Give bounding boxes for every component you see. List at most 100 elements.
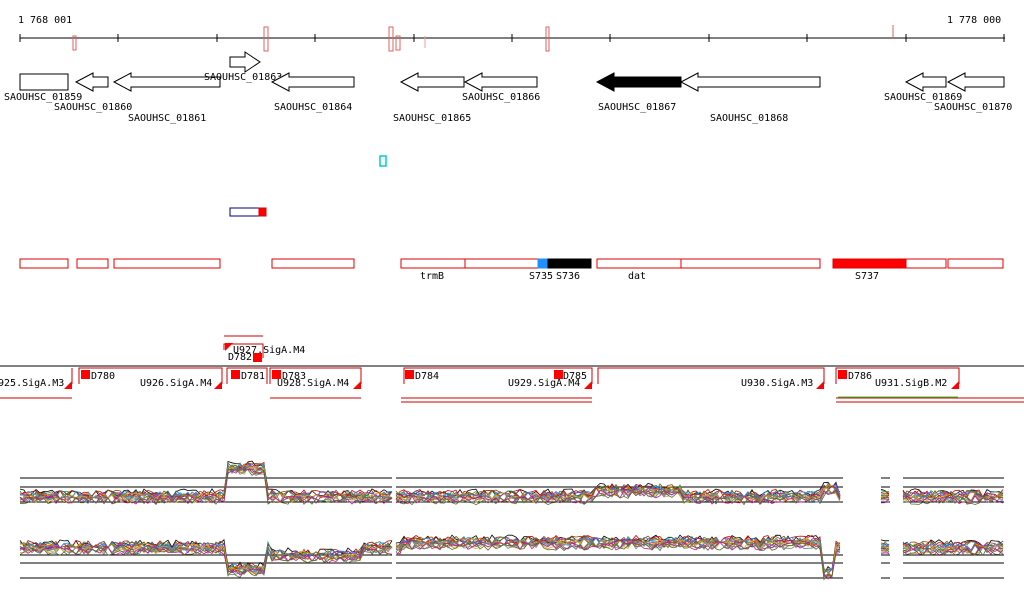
tu-label-U928: U928.SigA.M4: [277, 378, 349, 389]
expression-profile-line: [19, 544, 393, 576]
gene-SAOUHSC_01861[interactable]: SAOUHSC_01861: [112, 72, 221, 124]
expression-profile-line: [19, 468, 393, 506]
gene-label: SAOUHSC_01860: [54, 102, 132, 113]
gene-label: SAOUHSC_01865: [393, 113, 471, 124]
expression-reference-lines: [20, 554, 1004, 579]
expression-profile-line: [880, 494, 890, 500]
gene-arrow[interactable]: [904, 72, 947, 92]
segment-track: trmB S735 S736 dat S737: [19, 258, 1004, 282]
expression-profile-line: [19, 546, 393, 576]
expression-profile-line: [19, 464, 393, 501]
tu-label-U927: U927.SigA.M4: [233, 345, 305, 356]
expression-profiles-lower: [19, 534, 1004, 581]
small-feature-box[interactable]: [229, 207, 267, 217]
expression-profile-line: [902, 493, 1004, 502]
expression-profile-line: [395, 487, 841, 504]
ruler-ticks: [19, 34, 1005, 42]
small-feature-outline[interactable]: [229, 207, 260, 217]
tu-label-U926: U926.SigA.M4: [140, 378, 212, 389]
gene-label: SAOUHSC_01866: [462, 92, 540, 103]
expression-track-lower: [19, 534, 1004, 581]
tu-label-U931: U931.SigB.M2: [875, 378, 947, 389]
segment-S737[interactable]: [832, 258, 907, 269]
tu-label-D782: D782: [228, 352, 252, 363]
gene-SAOUHSC_01870[interactable]: SAOUHSC_01870: [934, 72, 1012, 113]
gene-arrow[interactable]: [229, 51, 261, 73]
tu-red-markers[interactable]: [64, 343, 959, 389]
expression-profile-line: [902, 489, 1004, 498]
expression-profile-line: [19, 466, 393, 504]
expression-profile-line: [902, 495, 1004, 504]
gene-arrow[interactable]: [19, 73, 69, 91]
small-feature-fill[interactable]: [258, 207, 267, 217]
tu-label-D780: D780: [91, 371, 115, 382]
expression-profile-line: [395, 540, 841, 578]
gene-arrow[interactable]: [679, 72, 821, 92]
expression-profile-line: [19, 466, 393, 503]
gene-SAOUHSC_01868[interactable]: SAOUHSC_01868: [679, 72, 821, 124]
gene-SAOUHSC_01864[interactable]: SAOUHSC_01864: [270, 72, 355, 113]
transcription-unit-track: U925.SigA.M3 D780 U926.SigA.M4 U927.SigA…: [0, 335, 1024, 403]
expression-profile-line: [880, 552, 890, 554]
gene-label: SAOUHSC_01859: [4, 92, 82, 103]
gene-SAOUHSC_01869[interactable]: SAOUHSC_01869: [884, 72, 962, 103]
gene-label: SAOUHSC_01870: [934, 102, 1012, 113]
segment-label-S735: S735: [529, 271, 553, 282]
expression-profile-line: [902, 547, 1004, 557]
expression-profile-line: [19, 462, 393, 500]
expression-profile-line: [395, 538, 841, 578]
gene-arrow[interactable]: [946, 72, 1005, 92]
expression-profile-line: [902, 541, 1004, 551]
expression-profile-line: [880, 547, 890, 553]
expression-profile-line: [395, 542, 841, 581]
expression-profile-line: [880, 490, 890, 493]
tu-long-lines: [0, 335, 1024, 403]
expression-profile-line: [902, 496, 1004, 505]
expression-profile-line: [880, 539, 890, 542]
cyan-marker[interactable]: [379, 155, 387, 167]
expression-profile-line: [902, 545, 1004, 555]
segment-label-trmB: trmB: [420, 271, 444, 282]
tu-brackets[interactable]: [71, 343, 960, 384]
expression-profile-line: [19, 547, 393, 578]
gene-SAOUHSC_01865[interactable]: SAOUHSC_01865: [393, 72, 471, 124]
tu-label-D783: D783: [282, 371, 306, 382]
ruler-end-label: 1 778 000: [947, 15, 1001, 26]
gene-arrow[interactable]: [74, 72, 109, 92]
tu-label-U930: U930.SigA.M3: [741, 378, 813, 389]
gene-SAOUHSC_01860[interactable]: SAOUHSC_01860: [54, 72, 132, 113]
expression-track-upper: [19, 460, 1004, 506]
gene-label: SAOUHSC_01863: [204, 72, 282, 83]
expression-profile-line: [19, 540, 393, 570]
ruler-feature-marks: [72, 25, 894, 52]
segment-S736[interactable]: [547, 258, 592, 269]
gene-label: SAOUHSC_01869: [884, 92, 962, 103]
tu-label-D784: D784: [415, 371, 439, 382]
ruler-start-label: 1 768 001: [18, 15, 72, 26]
gene-arrow[interactable]: [595, 72, 682, 92]
expression-profile-line: [880, 498, 890, 504]
expression-profile-line: [395, 489, 841, 506]
segment-S735[interactable]: [537, 258, 549, 269]
expression-profile-line: [902, 492, 1004, 502]
coordinate-ruler: 1 768 001 1 778 000: [18, 15, 1005, 52]
gene-label: SAOUHSC_01867: [598, 102, 676, 113]
expression-profile-line: [902, 491, 1004, 501]
segment-label-S737: S737: [855, 271, 879, 282]
gene-arrow[interactable]: [463, 72, 538, 92]
gene-SAOUHSC_01863[interactable]: SAOUHSC_01863: [204, 51, 282, 83]
gene-SAOUHSC_01859[interactable]: SAOUHSC_01859: [4, 73, 82, 103]
gene-label: SAOUHSC_01868: [710, 113, 788, 124]
gene-arrow[interactable]: [270, 72, 355, 92]
gene-track: SAOUHSC_01859 SAOUHSC_01860 SAOUHSC_0186…: [4, 51, 1012, 124]
gene-arrow[interactable]: [112, 72, 221, 92]
gene-arrow[interactable]: [399, 72, 465, 92]
gene-SAOUHSC_01866[interactable]: SAOUHSC_01866: [462, 72, 540, 103]
expression-profile-line: [19, 544, 393, 574]
segment-label-S736: S736: [556, 271, 580, 282]
segment-label-dat: dat: [628, 271, 646, 282]
expression-profile-line: [19, 466, 393, 504]
gene-SAOUHSC_01867[interactable]: SAOUHSC_01867: [595, 72, 682, 113]
expression-profile-line: [880, 547, 890, 553]
gene-label: SAOUHSC_01864: [274, 102, 352, 113]
